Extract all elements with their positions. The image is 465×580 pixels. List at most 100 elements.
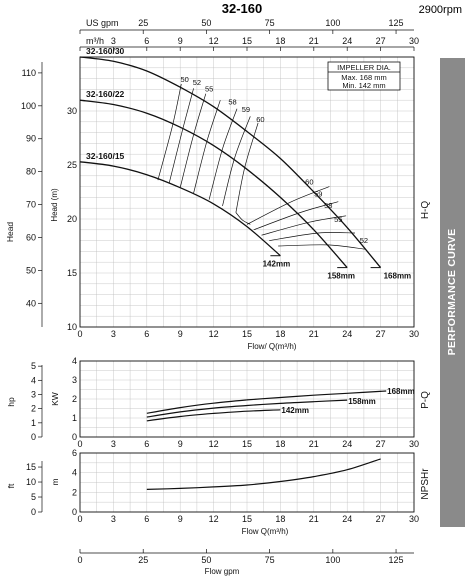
efficiency-iso-line [253, 201, 339, 231]
hq-ft-tick-label: 90 [26, 134, 36, 144]
pq-hp-tick-label: 2 [31, 404, 36, 414]
efficiency-label: 60 [305, 177, 313, 186]
pq-hp-tick-label: 4 [31, 375, 36, 385]
efficiency-iso-line [278, 244, 366, 250]
hq-ft-axis-label: Head [5, 222, 15, 243]
efficiency-label: 55 [205, 85, 213, 94]
hq-ft-tick-label: 40 [26, 298, 36, 308]
pq-curve [146, 399, 348, 418]
hq-y-tick-label-m: 30 [67, 106, 77, 116]
hq-ft-tick-label: 110 [22, 68, 36, 78]
usgpm-tick-label: 50 [201, 18, 211, 28]
usgpm-axis-label: US gpm [86, 18, 119, 28]
hq-x-tick-label: 21 [309, 329, 319, 339]
m3h-tick-label: 9 [178, 36, 183, 46]
hq-end-label: 168mm [384, 272, 412, 281]
usgpm-tick-label: 100 [325, 18, 340, 28]
np-ft-tick-label: 10 [26, 477, 36, 487]
np-x-tick-label: 21 [309, 514, 319, 524]
hq-ft-tick-label: 100 [21, 101, 36, 111]
pq-x-tick-label: 30 [409, 439, 419, 449]
efficiency-iso-line [157, 83, 182, 181]
impeller-box [327, 61, 401, 91]
efficiency-iso-line [222, 116, 251, 207]
hq-x-tick-label: 24 [342, 329, 352, 339]
np-y-tick-label-m: 2 [72, 487, 77, 497]
np-ft-tick-label: 15 [26, 462, 36, 472]
hq-side-label: H-Q [420, 201, 431, 220]
bottom-usgpm-tick-label: 25 [138, 555, 148, 565]
np-x-tick-label: 6 [144, 514, 149, 524]
efficiency-iso-line [269, 232, 356, 241]
pq-hp-tick-label: 0 [31, 432, 36, 442]
hq-y-tick-label-m: 25 [67, 160, 77, 170]
efficiency-label: 58 [324, 201, 332, 210]
hq-curve [79, 56, 382, 269]
np-x-tick-label: 9 [178, 514, 183, 524]
npsh-curve [146, 458, 381, 490]
pq-y-tick-label-kw: 3 [72, 375, 77, 385]
pq-curve [146, 409, 281, 422]
impeller-box-title: IMPELLER DIA. [337, 63, 391, 72]
np-y-tick-label-m: 6 [72, 448, 77, 458]
efficiency-iso-line [246, 186, 330, 225]
m3h-tick-label: 15 [242, 36, 252, 46]
np-x-tick-label: 30 [409, 514, 419, 524]
np-x-tick-label: 24 [342, 514, 352, 524]
m3h-axis-label: m³/h [86, 36, 104, 46]
bottom-usgpm-tick-label: 75 [265, 555, 275, 565]
m3h-tick-label: 27 [376, 36, 386, 46]
efficiency-label: 58 [228, 98, 236, 107]
pq-x-tick-label: 12 [209, 439, 219, 449]
efficiency-label: 55 [334, 215, 342, 224]
hq-x-tick-label: 12 [209, 329, 219, 339]
np-x-axis-label: Flow Q(m³/h) [242, 527, 289, 536]
hq-curve [79, 99, 348, 269]
efficiency-label: 52 [193, 78, 201, 87]
pq-x-tick-label: 9 [178, 439, 183, 449]
efficiency-label: 59 [314, 189, 322, 198]
bottom-usgpm-tick-label: 125 [389, 555, 404, 565]
pq-curve [146, 390, 387, 414]
hq-ft-tick-label: 50 [26, 265, 36, 275]
hq-y-axis-label-m: Head (m) [50, 188, 59, 222]
hq-y-tick-label-m: 15 [67, 268, 77, 278]
pq-side-label: P-Q [420, 391, 431, 409]
hq-end-label: 158mm [327, 272, 355, 281]
hq-x-tick-label: 27 [376, 329, 386, 339]
efficiency-iso-line [261, 215, 347, 236]
hq-ft-tick-label: 70 [26, 200, 36, 210]
m3h-tick-label: 12 [209, 36, 219, 46]
hq-x-tick-label: 30 [409, 329, 419, 339]
pq-x-tick-label: 0 [77, 439, 82, 449]
plot-frame [79, 452, 415, 513]
efficiency-iso-line [179, 93, 207, 188]
np-x-tick-label: 12 [209, 514, 219, 524]
m3h-tick-label: 21 [309, 36, 319, 46]
bottom-usgpm-tick-label: 0 [77, 555, 82, 565]
plot-frame [79, 360, 415, 438]
pq-x-tick-label: 21 [309, 439, 319, 449]
hq-x-tick-label: 0 [77, 329, 82, 339]
hq-y-tick-label-m: 10 [67, 322, 77, 332]
pq-end-label: 168mm [387, 387, 415, 396]
np-side-label: NPSHr [420, 468, 431, 500]
np-y-tick-label-m: 4 [72, 468, 77, 478]
hq-x-tick-label: 15 [242, 329, 252, 339]
hq-series-name: 32-160/30 [86, 46, 125, 56]
m3h-tick-label: 30 [409, 36, 419, 46]
pq-x-tick-label: 3 [111, 439, 116, 449]
pq-y-tick-label-kw: 0 [72, 432, 77, 442]
pq-x-tick-label: 6 [144, 439, 149, 449]
efficiency-iso-line [208, 108, 238, 200]
m3h-tick-label: 18 [275, 36, 285, 46]
pq-hp-tick-label: 3 [31, 389, 36, 399]
performance-curve-sidebar: PERFORMANCE CURVE [440, 58, 465, 527]
efficiency-iso-line [235, 122, 259, 213]
usgpm-tick-label: 25 [138, 18, 148, 28]
np-x-tick-label: 18 [275, 514, 285, 524]
hq-y-tick-label-m: 20 [67, 214, 77, 224]
pq-x-tick-label: 15 [242, 439, 252, 449]
pq-y-axis-label-kw: KW [50, 392, 60, 406]
m3h-tick-label: 6 [144, 36, 149, 46]
